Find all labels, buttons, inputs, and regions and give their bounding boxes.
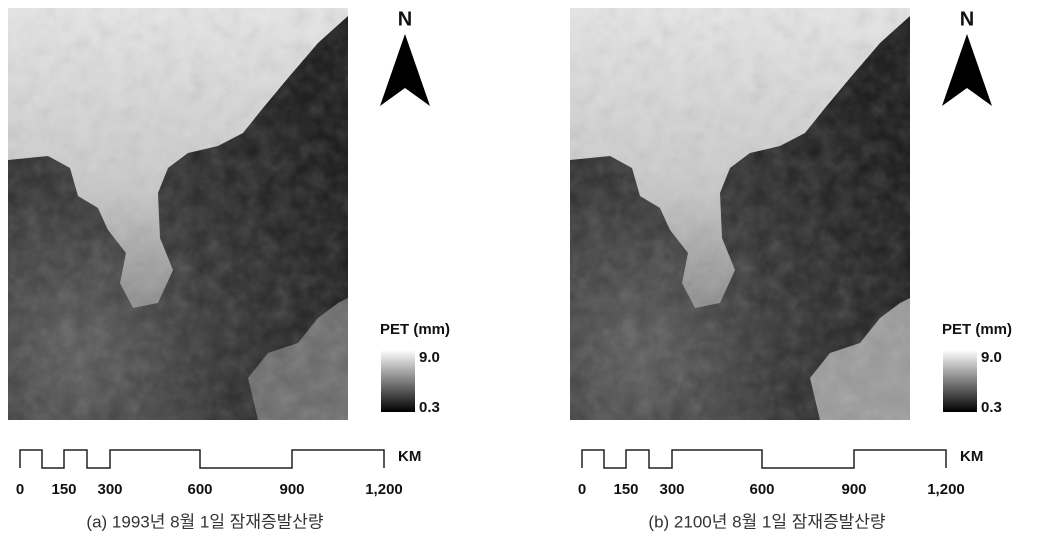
north-label: N — [960, 8, 974, 30]
north-arrow — [942, 34, 992, 106]
legend-title: PET (mm) — [380, 321, 450, 338]
legend-max: 9.0 — [981, 349, 1002, 366]
map — [570, 8, 910, 420]
north-label: N — [398, 8, 412, 30]
legend-title: PET (mm) — [942, 321, 1012, 338]
map-panel: N PET (mm) 9.0 0.3 0 150 300 600 900 1,200 KM (a) 1… — [8, 8, 450, 531]
legend-ramp — [943, 350, 977, 412]
caption: (a) 1993년 8월 1일 잠재증발산량 — [86, 512, 324, 531]
north-arrow — [380, 34, 430, 106]
scale-tick-label: 300 — [97, 481, 122, 498]
figure: N PET (mm) 9.0 0.3 0 150 300 600 900 1,200 KM (a) 1… — [0, 0, 1047, 540]
scale-tick-label: 1,200 — [365, 481, 403, 498]
legend-min: 0.3 — [981, 399, 1002, 416]
scale-bar — [582, 450, 946, 468]
scale-tick-label: 900 — [841, 481, 866, 498]
legend-min: 0.3 — [419, 399, 440, 416]
texture — [8, 8, 348, 420]
scale-tick-label: 0 — [578, 481, 586, 498]
scale-tick-label: 0 — [16, 481, 24, 498]
scale-tick-label: 300 — [659, 481, 684, 498]
scale-tick-label: 600 — [749, 481, 774, 498]
scale-tick-label: 1,200 — [927, 481, 965, 498]
scale-tick-label: 900 — [279, 481, 304, 498]
caption: (b) 2100년 8월 1일 잠재증발산량 — [648, 512, 886, 531]
legend-ramp — [381, 350, 415, 412]
scale-tick-label: 600 — [187, 481, 212, 498]
scale-unit: KM — [960, 448, 983, 465]
scale-bar — [20, 450, 384, 468]
map — [8, 8, 348, 420]
map-panel: N PET (mm) 9.0 0.3 0 150 300 600 900 1,200 KM (b) 2… — [570, 8, 1012, 531]
legend-max: 9.0 — [419, 349, 440, 366]
scale-tick-label: 150 — [613, 481, 638, 498]
scale-unit: KM — [398, 448, 421, 465]
texture — [570, 8, 910, 420]
scale-tick-label: 150 — [51, 481, 76, 498]
